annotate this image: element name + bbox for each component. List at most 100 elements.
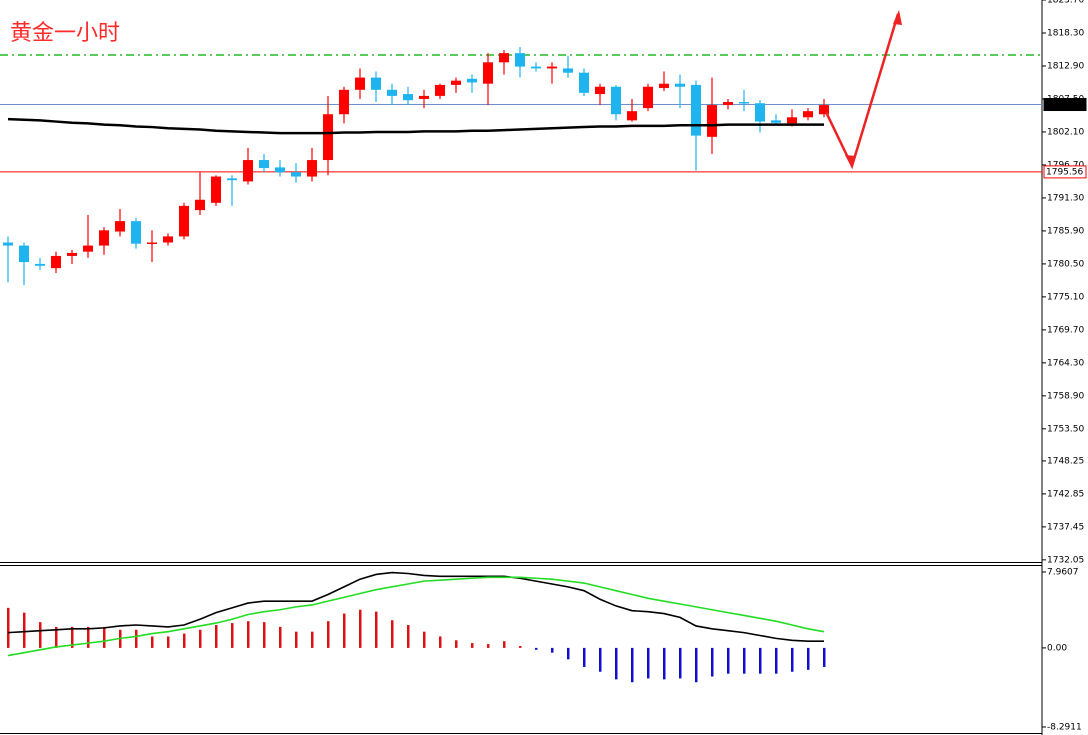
y-tick-label: 1758.90: [1047, 391, 1084, 401]
candle-body: [211, 176, 221, 203]
histogram-bar: [663, 647, 666, 680]
candle-body: [419, 95, 429, 99]
y-tick-label: 1753.50: [1047, 424, 1084, 434]
price-tag-label: 1795.56: [1046, 167, 1083, 177]
candle-body: [387, 89, 397, 96]
candle-body: [403, 94, 413, 101]
histogram-bar: [215, 625, 218, 648]
y-tick-label: 1742.85: [1047, 489, 1084, 499]
histogram-bar: [759, 647, 762, 674]
y-tick-label: 1785.90: [1047, 226, 1084, 236]
y-tick-label: 1764.30: [1047, 358, 1084, 368]
histogram-bar: [103, 626, 106, 648]
candle-body: [547, 66, 557, 69]
candle-body: [83, 245, 93, 252]
histogram-bar: [199, 629, 202, 648]
histogram-bar: [647, 647, 650, 679]
candle-body: [739, 102, 749, 104]
candle-body: [579, 72, 589, 93]
chart-title: 黄金一小时: [10, 21, 120, 46]
histogram-bar: [743, 647, 746, 674]
y-tick-label: 1818.30: [1047, 28, 1084, 38]
histogram-bar: [823, 647, 826, 667]
candle-body: [35, 263, 45, 266]
histogram-bar: [7, 607, 10, 648]
histogram-bar: [567, 647, 570, 660]
candle-body: [435, 84, 445, 96]
histogram-bar: [679, 647, 682, 679]
candle-body: [371, 77, 381, 90]
candle-body: [675, 83, 685, 87]
histogram-bar: [55, 626, 58, 648]
histogram-bar: [39, 622, 42, 648]
candle-body: [787, 117, 797, 124]
line-series: [7, 571, 824, 643]
histogram-bar: [391, 620, 394, 648]
forecast-arrow: [824, 10, 902, 170]
histogram-bar: [615, 647, 618, 680]
candle-body: [67, 252, 77, 256]
candle-body: [499, 53, 509, 63]
candle-body: [707, 105, 717, 137]
histogram-bar: [711, 647, 714, 677]
candle-body: [179, 205, 189, 237]
candle-body: [19, 245, 29, 263]
y-tick-label: 1791.30: [1047, 193, 1084, 203]
histogram-bar: [551, 647, 554, 653]
histogram-bar: [231, 623, 234, 648]
candle-body: [563, 68, 573, 73]
y-tick-label: 1802.10: [1047, 127, 1084, 137]
candle-body: [723, 102, 733, 106]
candle-body: [451, 80, 461, 85]
histogram-bar: [423, 631, 426, 648]
y-tick-label: 1812.90: [1047, 61, 1084, 71]
histogram-bar: [263, 622, 266, 648]
histogram-bar: [23, 612, 26, 648]
candle-body: [99, 230, 109, 246]
candle-body: [643, 86, 653, 109]
histogram-bar: [439, 636, 442, 648]
candle-body: [243, 160, 253, 182]
y-tick-label: 0.00: [1047, 643, 1067, 653]
line-series: [7, 117, 824, 135]
histogram-bar: [695, 647, 698, 683]
histogram-bar: [295, 631, 298, 648]
histogram-bar: [583, 647, 586, 667]
histogram-bar: [519, 645, 522, 648]
histogram-bar: [327, 621, 330, 648]
histogram-bar: [503, 641, 506, 648]
candle-body: [515, 53, 525, 67]
candle-body: [819, 105, 829, 115]
histogram-bar: [631, 647, 634, 683]
candle-body: [595, 86, 605, 95]
y-tick-label: 7.9607: [1047, 567, 1079, 577]
candle-body: [131, 221, 141, 244]
candle-body: [483, 62, 493, 84]
y-tick-label: 1823.70: [1047, 0, 1084, 6]
y-tick-label: 1737.45: [1047, 522, 1084, 532]
histogram-bar: [71, 626, 74, 648]
y-tick-label: 1769.70: [1047, 325, 1084, 335]
histogram-bar: [359, 609, 362, 648]
candle-body: [771, 120, 781, 123]
candle-body: [803, 111, 813, 118]
histogram-bar: [343, 613, 346, 648]
candle-body: [195, 199, 205, 211]
histogram-bar: [183, 633, 186, 648]
line-series: [7, 576, 825, 657]
candle-body: [691, 84, 701, 136]
histogram-bar: [375, 611, 378, 648]
histogram-bar: [727, 647, 730, 674]
histogram-bar: [487, 644, 490, 648]
histogram-bar: [135, 629, 138, 648]
histogram-bar: [791, 647, 794, 672]
candle-body: [275, 167, 285, 173]
candle-body: [227, 178, 237, 181]
histogram-bar: [247, 621, 250, 648]
candle-body: [355, 77, 365, 90]
candle-body: [611, 86, 621, 115]
candle-body: [467, 78, 477, 83]
histogram-bar: [807, 647, 810, 670]
